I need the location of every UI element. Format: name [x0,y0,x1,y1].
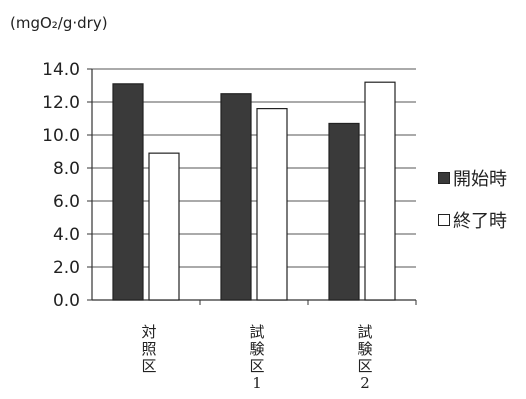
bar-開始時-試験区2 [328,122,360,301]
legend: 開始時 終了時 [438,166,507,250]
bar-終了時-試験区2 [364,81,396,301]
y-tick-label-1: 2.0 [53,258,80,278]
legend-item-end: 終了時 [438,208,507,232]
y-tick-label-6: 12.0 [42,93,80,113]
y-tick-label-3: 6.0 [53,192,80,212]
category-label-test1: 試 験 区 1 [249,323,265,392]
legend-item-start: 開始時 [438,166,507,190]
y-tick-label-2: 4.0 [53,225,80,245]
bar-開始時-試験区1 [220,93,252,301]
bar-終了時-試験区1 [256,107,288,301]
y-tick-label-5: 10.0 [42,126,80,146]
category-label-test2: 試 験 区 2 [357,323,373,392]
legend-label-start: 開始時 [453,169,507,190]
y-tick-label-0: 0.0 [53,291,80,311]
y-tick-label-7: 14.0 [42,60,80,80]
legend-swatch-start [438,172,450,184]
legend-swatch-end [438,214,450,226]
y-axis-unit-label: (mgO₂/g·dry) [10,14,108,32]
bar-開始時-対照区 [112,83,144,301]
bar-終了時-対照区 [148,152,180,301]
category-label-control: 対 照 区 [141,323,157,375]
y-tick-label-4: 8.0 [53,159,80,179]
legend-label-end: 終了時 [453,211,507,232]
